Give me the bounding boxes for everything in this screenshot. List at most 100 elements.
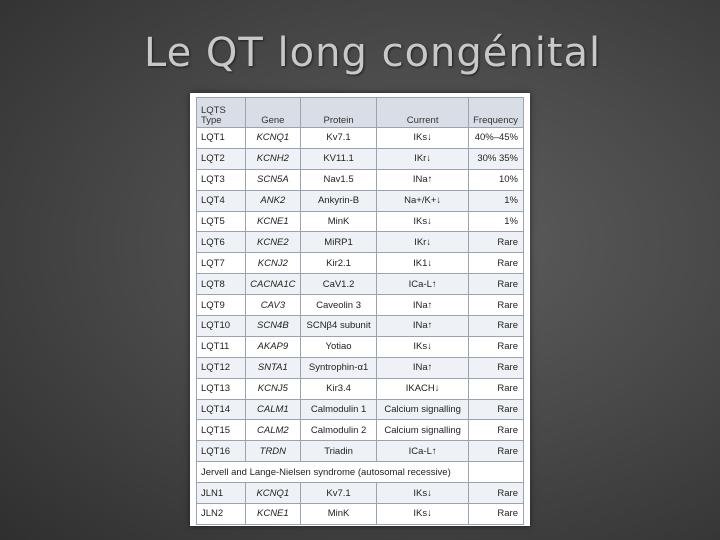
cell-protein: Ankyrin-B <box>299 189 378 212</box>
cell-current: Na+/K+↓ <box>376 189 469 212</box>
cell-current: INa↑ <box>376 356 469 379</box>
cell-type: LQT4 <box>196 189 246 212</box>
table-row: LQT10 SCN4B SCNβ4 subunit INa↑ Rare <box>196 315 525 337</box>
cell-frequency: Rare <box>467 440 525 463</box>
cell-frequency: Rare <box>467 419 525 442</box>
cell-frequency: Rare <box>467 398 525 421</box>
cell-type: JLN1 <box>196 482 246 505</box>
cell-protein: Calmodulin 2 <box>299 419 378 442</box>
cell-current: INa↑ <box>376 315 469 337</box>
cell-current: IKs↓ <box>376 335 469 358</box>
cell-frequency: Rare <box>467 231 525 254</box>
cell-current: Calcium signalling <box>376 419 469 442</box>
table-row: LQT8 CACNA1C CaV1.2 ICa-L↑ Rare <box>196 273 525 296</box>
table-row: LQT12 SNTA1 Syntrophin-α1 INa↑ Rare <box>196 356 525 379</box>
cell-gene: CACNA1C <box>245 273 301 296</box>
cell-frequency: Rare <box>467 315 525 337</box>
table-row: LQT11 AKAP9 Yotiao IKs↓ Rare <box>196 335 525 358</box>
header-lqts-type: LQTS Type <box>196 97 246 128</box>
cell-current: IKs↓ <box>376 210 469 233</box>
table-row: JLN1 KCNQ1 Kv7.1 IKs↓ Rare <box>196 482 525 505</box>
lqts-table: LQTS Type Gene Protein Current Frequency… <box>196 97 525 525</box>
cell-current: INa↑ <box>376 168 469 191</box>
cell-type: LQT10 <box>196 315 246 337</box>
cell-gene: KCNH2 <box>245 147 301 170</box>
table-body: LQT1 KCNQ1 Kv7.1 IKs↓ 40%–45% LQT2 KCNH2 KV11.1… <box>196 127 525 525</box>
cell-gene: KCNQ1 <box>245 482 301 505</box>
cell-frequency: 1% <box>467 210 525 233</box>
cell-type: LQT5 <box>196 210 246 233</box>
cell-frequency: 40%–45% <box>467 127 525 149</box>
cell-protein: Nav1.5 <box>299 168 378 191</box>
cell-type: LQT14 <box>196 398 246 421</box>
cell-gene: KCNQ1 <box>245 127 301 149</box>
cell-type: LQT13 <box>196 377 246 400</box>
cell-type: LQT7 <box>196 252 246 275</box>
table-row: LQT2 KCNH2 KV11.1 IKr↓ 30% 35% <box>196 147 525 170</box>
cell-current: Calcium signalling <box>376 398 469 421</box>
cell-type: LQT12 <box>196 356 246 379</box>
cell-current: ICa-L↑ <box>376 273 469 296</box>
header-frequency: Frequency <box>467 97 525 128</box>
cell-type: LQT1 <box>196 127 246 149</box>
header-current: Current <box>376 97 469 128</box>
cell-protein: CaV1.2 <box>299 273 378 296</box>
jln-section-empty-cell <box>467 461 525 484</box>
cell-current: ICa-L↑ <box>376 440 469 463</box>
table-row: LQT9 CAV3 Caveolin 3 INa↑ Rare <box>196 294 525 317</box>
cell-protein: Triadin <box>299 440 378 463</box>
cell-frequency: Rare <box>467 503 525 525</box>
cell-frequency: 10% <box>467 168 525 191</box>
cell-type: LQT2 <box>196 147 246 170</box>
cell-current: IKr↓ <box>376 147 469 170</box>
table-header-row: LQTS Type Gene Protein Current Frequency <box>196 97 525 128</box>
cell-protein: Kir2.1 <box>299 252 378 275</box>
cell-protein: Kv7.1 <box>299 127 378 149</box>
cell-gene: AKAP9 <box>245 335 301 358</box>
table-row: LQT13 KCNJ5 Kir3.4 IKACH↓ Rare <box>196 377 525 400</box>
cell-frequency: Rare <box>467 482 525 505</box>
cell-current: IKs↓ <box>376 127 469 149</box>
table-row: LQT1 KCNQ1 Kv7.1 IKs↓ 40%–45% <box>196 127 525 149</box>
cell-protein: Calmodulin 1 <box>299 398 378 421</box>
cell-current: INa↑ <box>376 294 469 317</box>
cell-protein: Kv7.1 <box>299 482 378 505</box>
table-row: JLN2 KCNE1 MinK IKs↓ Rare <box>196 503 525 525</box>
cell-protein: SCNβ4 subunit <box>299 315 378 337</box>
cell-gene: KCNE1 <box>245 503 301 525</box>
cell-gene: SCN4B <box>245 315 301 337</box>
cell-type: LQT9 <box>196 294 246 317</box>
cell-type: LQT3 <box>196 168 246 191</box>
cell-current: IKr↓ <box>376 231 469 254</box>
cell-type: LQT11 <box>196 335 246 358</box>
cell-frequency: Rare <box>467 356 525 379</box>
cell-frequency: Rare <box>467 273 525 296</box>
cell-current: IK1↓ <box>376 252 469 275</box>
slide-title: Le QT long congénital <box>144 30 602 76</box>
cell-protein: MinK <box>299 210 378 233</box>
table-row: LQT3 SCN5A Nav1.5 INa↑ 10% <box>196 168 525 191</box>
table-row: LQT4 ANK2 Ankyrin-B Na+/K+↓ 1% <box>196 189 525 212</box>
cell-frequency: Rare <box>467 294 525 317</box>
table-row: LQT5 KCNE1 MinK IKs↓ 1% <box>196 210 525 233</box>
cell-gene: KCNJ5 <box>245 377 301 400</box>
jln-section-label: Jervell and Lange-Nielsen syndrome (auto… <box>196 461 469 484</box>
cell-gene: ANK2 <box>245 189 301 212</box>
cell-current: IKs↓ <box>376 503 469 525</box>
cell-protein: Caveolin 3 <box>299 294 378 317</box>
cell-protein: Kir3.4 <box>299 377 378 400</box>
table-row: LQT16 TRDN Triadin ICa-L↑ Rare <box>196 440 525 463</box>
cell-frequency: Rare <box>467 377 525 400</box>
cell-gene: KCNJ2 <box>245 252 301 275</box>
cell-type: LQT8 <box>196 273 246 296</box>
table-row: LQT15 CALM2 Calmodulin 2 Calcium signalling… <box>196 419 525 442</box>
cell-gene: SCN5A <box>245 168 301 191</box>
cell-current: IKs↓ <box>376 482 469 505</box>
cell-frequency: 30% 35% <box>467 147 525 170</box>
cell-gene: KCNE1 <box>245 210 301 233</box>
cell-protein: Syntrophin-α1 <box>299 356 378 379</box>
cell-protein: Yotiao <box>299 335 378 358</box>
cell-frequency: 1% <box>467 189 525 212</box>
cell-gene: TRDN <box>245 440 301 463</box>
cell-current: IKACH↓ <box>376 377 469 400</box>
